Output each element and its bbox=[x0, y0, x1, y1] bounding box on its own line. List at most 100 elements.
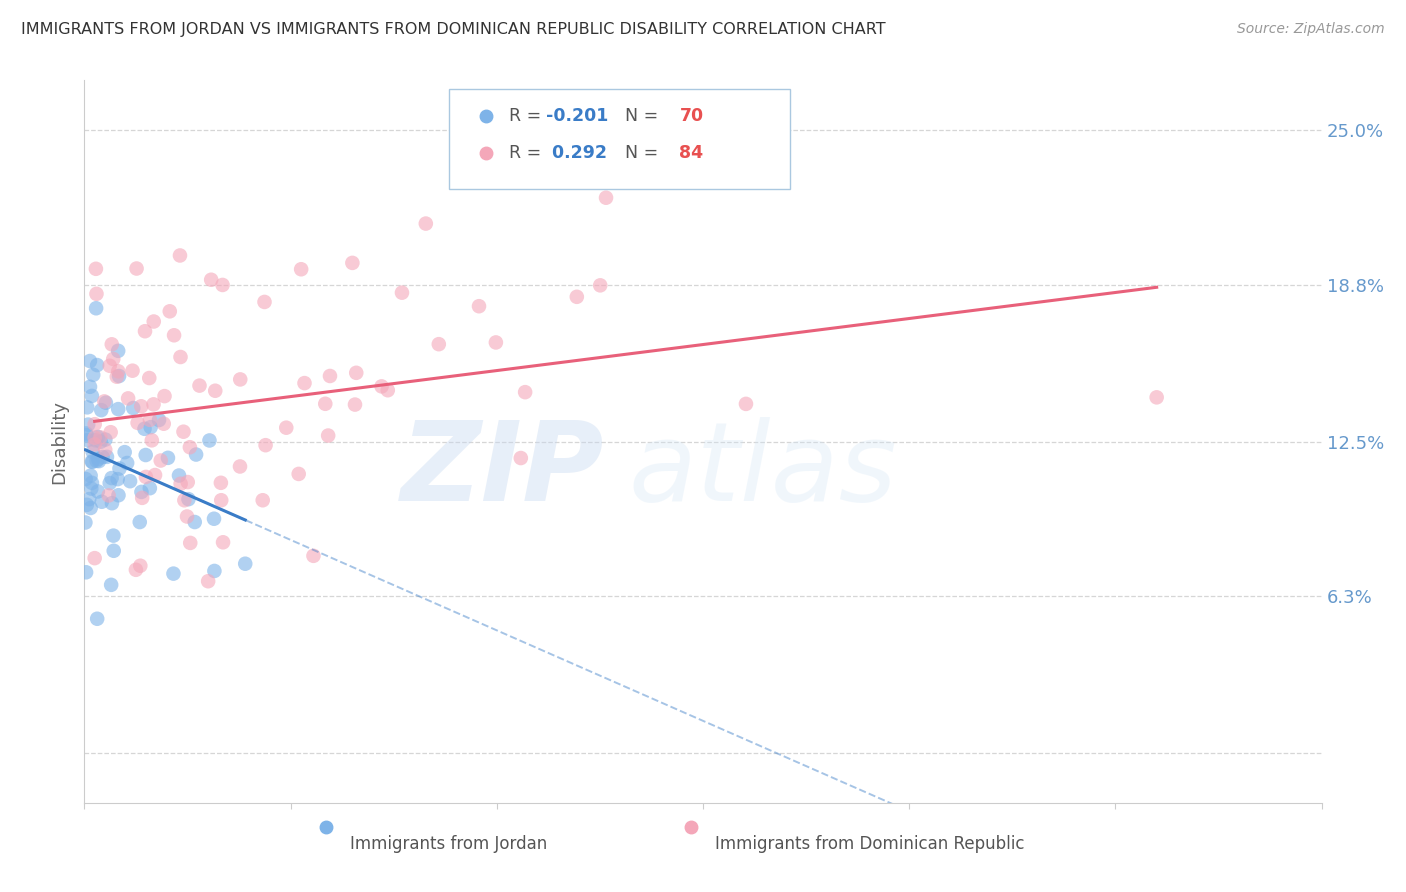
Point bbox=[565, 290, 588, 304]
Text: 0.292: 0.292 bbox=[546, 144, 607, 161]
Point bbox=[98, 476, 121, 491]
Point bbox=[276, 420, 298, 434]
Point bbox=[75, 516, 97, 530]
Point bbox=[117, 392, 139, 406]
Point bbox=[86, 286, 108, 301]
Point bbox=[108, 369, 131, 384]
Point bbox=[229, 459, 252, 474]
Point bbox=[128, 515, 150, 529]
Point bbox=[103, 351, 125, 366]
Point bbox=[159, 304, 181, 318]
Point bbox=[314, 397, 336, 411]
Point bbox=[75, 426, 97, 441]
Point bbox=[211, 277, 233, 292]
Point bbox=[96, 450, 118, 464]
Point bbox=[91, 450, 114, 464]
Point bbox=[377, 383, 399, 397]
Point bbox=[177, 475, 200, 489]
Point bbox=[80, 454, 103, 468]
Text: IMMIGRANTS FROM JORDAN VS IMMIGRANTS FROM DOMINICAN REPUBLIC DISABILITY CORRELAT: IMMIGRANTS FROM JORDAN VS IMMIGRANTS FRO… bbox=[21, 22, 886, 37]
Point bbox=[83, 417, 105, 432]
Point bbox=[1146, 390, 1168, 404]
Point bbox=[179, 440, 201, 454]
Point bbox=[83, 437, 105, 451]
Point bbox=[197, 574, 219, 589]
Point bbox=[101, 496, 124, 510]
Point bbox=[100, 425, 122, 440]
Point bbox=[173, 493, 195, 508]
Point bbox=[135, 448, 157, 462]
Point bbox=[90, 494, 112, 508]
Point bbox=[589, 278, 612, 293]
Point bbox=[103, 528, 125, 542]
Point bbox=[83, 431, 105, 445]
Point bbox=[87, 484, 110, 499]
Point bbox=[80, 475, 103, 490]
Point bbox=[141, 434, 163, 448]
Point bbox=[107, 364, 129, 378]
Point bbox=[152, 417, 174, 431]
Text: 70: 70 bbox=[679, 107, 703, 126]
Point bbox=[188, 378, 211, 392]
Point bbox=[100, 471, 122, 485]
Point bbox=[172, 425, 194, 439]
Point bbox=[129, 558, 152, 573]
Point bbox=[233, 557, 256, 571]
Point bbox=[302, 549, 325, 563]
Point bbox=[177, 492, 200, 507]
Point bbox=[142, 397, 165, 411]
Point bbox=[82, 445, 104, 459]
Y-axis label: Disability: Disability bbox=[51, 400, 69, 483]
Point bbox=[142, 314, 165, 328]
Point bbox=[100, 578, 122, 592]
Point bbox=[427, 337, 450, 351]
Point bbox=[202, 564, 225, 578]
Point bbox=[108, 461, 131, 475]
Point bbox=[87, 430, 110, 444]
Point bbox=[127, 416, 149, 430]
Point bbox=[149, 453, 172, 467]
Point bbox=[139, 420, 162, 434]
Point bbox=[134, 324, 156, 338]
Point bbox=[121, 364, 143, 378]
Point bbox=[83, 551, 105, 566]
Point bbox=[76, 401, 98, 415]
Point bbox=[735, 397, 758, 411]
Point bbox=[90, 434, 112, 449]
Point bbox=[131, 484, 153, 499]
Point bbox=[509, 450, 531, 465]
Point bbox=[169, 350, 191, 364]
Point bbox=[77, 417, 100, 432]
FancyBboxPatch shape bbox=[450, 89, 790, 189]
Point bbox=[167, 468, 190, 483]
Point bbox=[485, 335, 508, 350]
Point bbox=[138, 371, 160, 385]
Text: Immigrants from Jordan: Immigrants from Jordan bbox=[350, 835, 547, 854]
Point bbox=[125, 563, 148, 577]
Text: ZIP: ZIP bbox=[401, 417, 605, 524]
Point bbox=[114, 445, 136, 459]
Point bbox=[148, 413, 170, 427]
Point bbox=[76, 428, 98, 442]
Point bbox=[79, 380, 101, 394]
Point bbox=[415, 217, 437, 231]
Point bbox=[179, 536, 201, 550]
Point bbox=[344, 366, 367, 380]
Point bbox=[79, 500, 101, 515]
Point bbox=[290, 262, 312, 277]
Point bbox=[93, 394, 115, 409]
Point bbox=[107, 343, 129, 358]
Point bbox=[82, 455, 104, 469]
Point bbox=[163, 328, 186, 343]
Point bbox=[103, 543, 125, 558]
Text: 84: 84 bbox=[679, 144, 703, 161]
Point bbox=[209, 493, 232, 508]
Point bbox=[212, 535, 235, 549]
Point bbox=[153, 389, 176, 403]
Point bbox=[80, 482, 103, 496]
Point bbox=[253, 294, 276, 309]
Point bbox=[294, 376, 316, 390]
Point bbox=[343, 398, 366, 412]
Point bbox=[156, 450, 179, 465]
Point bbox=[75, 566, 97, 580]
